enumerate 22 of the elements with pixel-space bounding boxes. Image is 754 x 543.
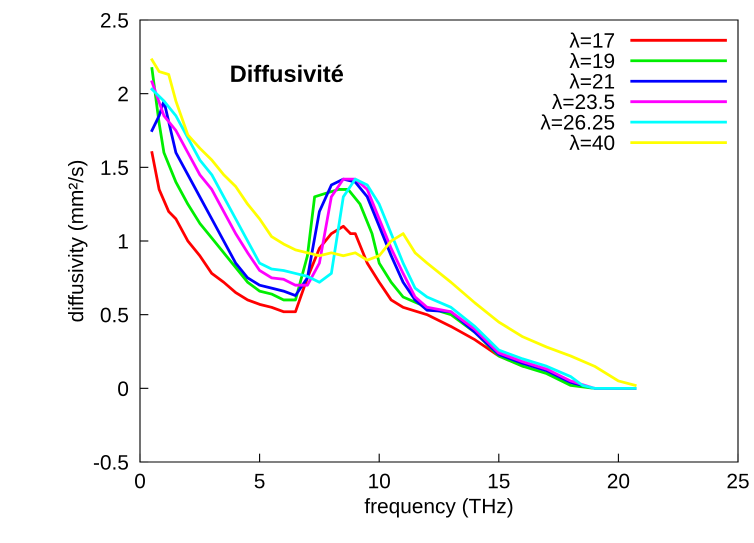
x-tick-label: 5: [254, 474, 265, 488]
legend-label: λ=21: [569, 73, 614, 89]
x-tick-label: 20: [608, 474, 630, 488]
y-axis-title: diffusivity (mm²/s): [68, 160, 88, 322]
x-tick-label: 10: [369, 474, 390, 488]
y-tick-label: 1: [118, 234, 128, 249]
legend-label: λ=19: [569, 52, 614, 68]
x-axis-title: frequency (THz): [364, 498, 512, 518]
y-tick-label: 0.5: [100, 308, 128, 322]
y-tick-label: 1.5: [102, 160, 128, 176]
y-tick-label: 0: [118, 381, 128, 396]
y-tick-label: -0.5: [94, 455, 128, 470]
legend-label: λ=17: [569, 32, 614, 48]
x-tick-label: 15: [488, 474, 510, 488]
y-tick-label: 2.5: [100, 13, 128, 28]
y-tick-label: 2: [118, 86, 128, 102]
x-tick-label: 25: [727, 474, 749, 488]
x-tick-label: 0: [135, 474, 145, 488]
legend-label: λ=23.5: [552, 94, 614, 110]
text: Diffusivité: [231, 64, 344, 82]
legend-label: λ=40: [569, 134, 614, 150]
legend-label: λ=26.25: [540, 114, 614, 130]
